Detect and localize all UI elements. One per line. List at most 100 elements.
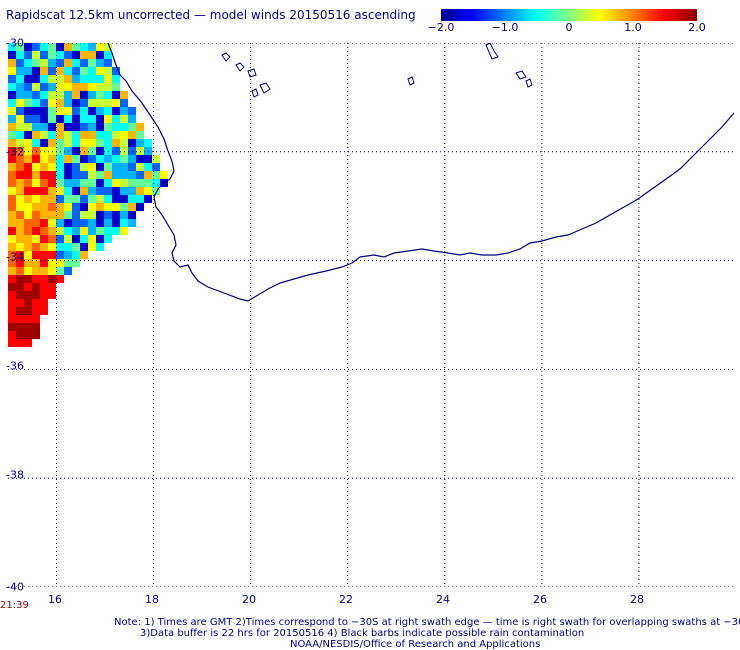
footnote-line-1: Note: 1) Times are GMT 2)Times correspon… bbox=[114, 617, 740, 628]
wind-swath-cell bbox=[48, 275, 56, 283]
wind-swath-cell bbox=[88, 147, 96, 155]
wind-swath-cell bbox=[48, 67, 56, 75]
wind-swath-cell bbox=[48, 139, 56, 147]
wind-swath-cell bbox=[24, 99, 32, 107]
wind-swath-cell bbox=[24, 43, 32, 51]
wind-swath-cell bbox=[16, 307, 24, 315]
wind-swath-cell bbox=[64, 163, 72, 171]
wind-swath-cell bbox=[128, 219, 136, 227]
wind-swath-cell bbox=[64, 171, 72, 179]
wind-swath-cell bbox=[72, 139, 80, 147]
wind-swath-cell bbox=[48, 91, 56, 99]
wind-swath-cell bbox=[16, 267, 24, 275]
wind-swath-cell bbox=[24, 131, 32, 139]
wind-swath-cell bbox=[32, 227, 40, 235]
wind-swath-cell bbox=[32, 323, 40, 331]
wind-swath-cell bbox=[136, 139, 144, 147]
wind-swath-cell bbox=[56, 243, 64, 251]
wind-swath-cell bbox=[56, 155, 64, 163]
wind-swath-cell bbox=[32, 179, 40, 187]
wind-swath-cell bbox=[128, 107, 136, 115]
wind-swath-cell bbox=[8, 251, 16, 259]
wind-swath-cell bbox=[112, 83, 120, 91]
wind-swath-cell bbox=[80, 67, 88, 75]
wind-swath-cell bbox=[16, 219, 24, 227]
wind-swath-cell bbox=[72, 99, 80, 107]
wind-swath-cell bbox=[16, 67, 24, 75]
wind-swath-cell bbox=[88, 59, 96, 67]
wind-swath-cell bbox=[104, 179, 112, 187]
wind-swath-cell bbox=[24, 67, 32, 75]
wind-swath-cell bbox=[40, 275, 48, 283]
wind-swath-cell bbox=[80, 115, 88, 123]
wind-swath-cell bbox=[152, 171, 160, 179]
wind-swath-cell bbox=[104, 235, 112, 243]
wind-swath-cell bbox=[80, 211, 88, 219]
wind-swath-cell bbox=[8, 243, 16, 251]
wind-swath-cell bbox=[24, 83, 32, 91]
wind-swath-cell bbox=[136, 163, 144, 171]
wind-swath-cell bbox=[112, 227, 120, 235]
wind-swath-cell bbox=[40, 251, 48, 259]
wind-swath-cell bbox=[8, 115, 16, 123]
wind-swath-cell bbox=[72, 259, 80, 267]
wind-swath-cell bbox=[144, 147, 152, 155]
wind-swath-cell bbox=[112, 67, 120, 75]
wind-swath-cell bbox=[48, 99, 56, 107]
wind-swath-cell bbox=[120, 163, 128, 171]
wind-swath-cell bbox=[56, 259, 64, 267]
wind-swath-cell bbox=[120, 155, 128, 163]
wind-swath-cell bbox=[24, 115, 32, 123]
wind-swath-cell bbox=[104, 83, 112, 91]
wind-swath-cell bbox=[144, 179, 152, 187]
wind-swath-cell bbox=[144, 155, 152, 163]
wind-swath-cell bbox=[56, 123, 64, 131]
wind-swath-cell bbox=[8, 43, 16, 51]
wind-swath-cell bbox=[112, 91, 120, 99]
wind-swath-cell bbox=[24, 251, 32, 259]
wind-swath-cell bbox=[16, 291, 24, 299]
wind-swath-cell bbox=[88, 203, 96, 211]
wind-swath-cell bbox=[72, 227, 80, 235]
wind-swath-cell bbox=[8, 291, 16, 299]
wind-swath-cell bbox=[96, 243, 104, 251]
wind-swath-cell bbox=[64, 251, 72, 259]
wind-swath-cell bbox=[72, 211, 80, 219]
wind-swath-cell bbox=[16, 331, 24, 339]
wind-swath-cell bbox=[144, 171, 152, 179]
wind-swath-cell bbox=[88, 195, 96, 203]
wind-swath-cell bbox=[80, 155, 88, 163]
wind-swath-cell bbox=[40, 115, 48, 123]
wind-swath-cell bbox=[64, 107, 72, 115]
wind-swath-cell bbox=[88, 99, 96, 107]
map-area bbox=[8, 43, 736, 587]
wind-swath-cell bbox=[56, 59, 64, 67]
map-title: Rapidscat 12.5km uncorrected — model win… bbox=[6, 8, 416, 22]
wind-swath-cell bbox=[72, 147, 80, 155]
wind-swath-cell bbox=[16, 51, 24, 59]
wind-swath-cell bbox=[64, 203, 72, 211]
wind-swath-cell bbox=[16, 43, 24, 51]
wind-swath-cell bbox=[104, 67, 112, 75]
wind-swath-cell bbox=[16, 259, 24, 267]
wind-swath-cell bbox=[16, 123, 24, 131]
wind-swath-cell bbox=[48, 155, 56, 163]
wind-swath-cell bbox=[128, 203, 136, 211]
wind-swath-cell bbox=[40, 43, 48, 51]
wind-swath-cell bbox=[104, 195, 112, 203]
wind-swath-cell bbox=[32, 203, 40, 211]
wind-swath-cell bbox=[88, 187, 96, 195]
colorbar-tick-label: −2.0 bbox=[427, 21, 455, 34]
wind-swath-cell bbox=[80, 123, 88, 131]
graticule bbox=[8, 43, 736, 587]
wind-swath-cell bbox=[96, 59, 104, 67]
wind-swath-cell bbox=[24, 315, 32, 323]
wind-swath-cell bbox=[80, 163, 88, 171]
wind-swath-cell bbox=[32, 235, 40, 243]
wind-swath-cell bbox=[16, 339, 24, 347]
wind-swath-cell bbox=[24, 139, 32, 147]
wind-swath-cell bbox=[40, 83, 48, 91]
wind-swath-cell bbox=[72, 67, 80, 75]
wind-swath-cell bbox=[88, 107, 96, 115]
wind-swath-cell bbox=[40, 75, 48, 83]
